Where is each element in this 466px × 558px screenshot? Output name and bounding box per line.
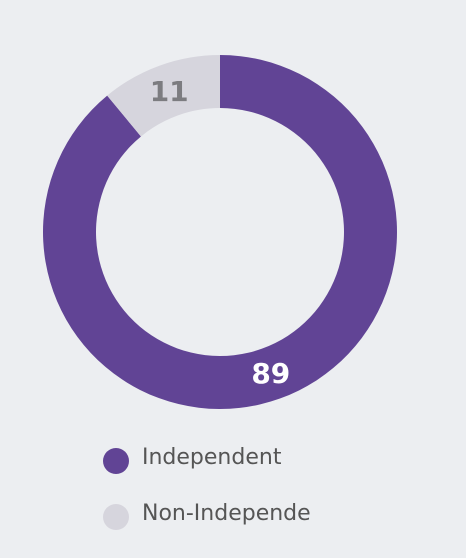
value-label: 89 bbox=[251, 357, 290, 390]
donut-segment bbox=[107, 55, 220, 137]
legend-swatch bbox=[103, 448, 129, 474]
legend-label: Non-Independe bbox=[142, 501, 311, 526]
legend-label: Independent bbox=[142, 445, 282, 470]
donut-segment bbox=[42, 55, 398, 410]
value-label: 11 bbox=[150, 75, 189, 108]
legend-swatch bbox=[103, 504, 129, 530]
